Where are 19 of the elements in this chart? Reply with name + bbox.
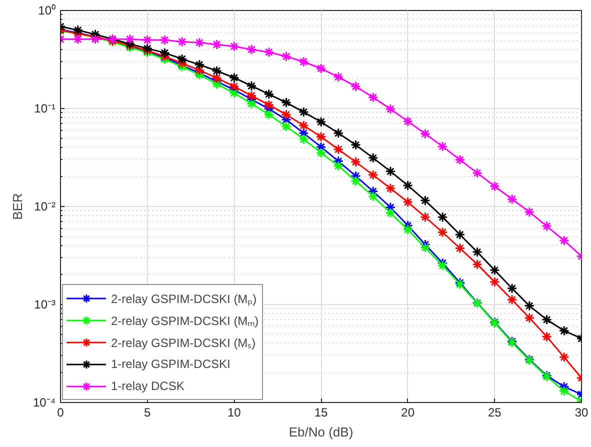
legend-label: 1-relay GSPIM-DCSKI (111, 357, 230, 371)
x-tick-label: 0 (57, 406, 64, 420)
y-tick-label: 10⁰ (38, 4, 56, 18)
y-tick-label: 10⁻² (34, 200, 56, 214)
y-tick-label: 10⁻³ (34, 298, 56, 312)
x-tick-label: 15 (314, 406, 328, 420)
y-tick-label: 10⁻⁴ (32, 396, 56, 410)
y-axis-title: BER (10, 193, 25, 220)
x-tick-label: 5 (144, 406, 151, 420)
y-tick-label: 10⁻¹ (34, 102, 56, 116)
legend-label: 2-relay GSPIM-DCSKI (Mₚ) (111, 290, 257, 306)
legend-label: 2-relay GSPIM-DCSKI (Mₛ) (111, 334, 256, 350)
x-tick-label: 30 (574, 406, 588, 420)
legend-label: 1-relay DCSK (111, 379, 184, 393)
x-axis-title: Eb/No (dB) (288, 424, 354, 440)
x-tick-label: 20 (401, 406, 415, 420)
x-tick-label: 25 (488, 406, 502, 420)
legend-label: 2-relay GSPIM-DCSKI (Mₘ) (111, 312, 259, 328)
x-tick-label: 10 (227, 406, 242, 420)
